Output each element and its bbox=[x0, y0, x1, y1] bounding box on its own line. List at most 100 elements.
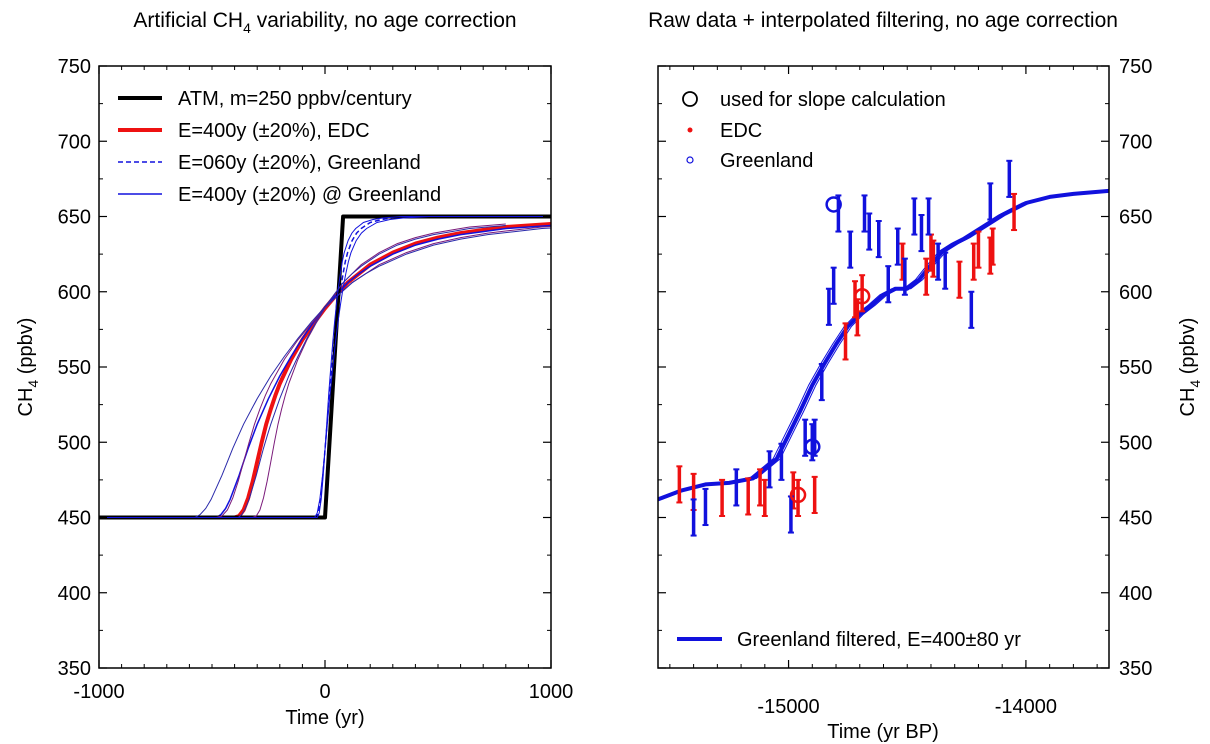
greenland-data-point bbox=[875, 220, 882, 259]
greenland-data-point bbox=[690, 498, 697, 537]
slope-point-marker bbox=[853, 288, 871, 305]
greenland-data-point bbox=[918, 213, 925, 253]
right-panel: Raw data + interpolated filtering, no ag… bbox=[648, 9, 1203, 743]
slope-point-marker bbox=[789, 486, 807, 504]
greenland-data-point bbox=[702, 487, 709, 527]
right-y-tick-label: 350 bbox=[1119, 658, 1152, 680]
greenland-data-point bbox=[1006, 159, 1013, 198]
series-line-0 bbox=[99, 214, 551, 520]
edc-data-point bbox=[930, 239, 937, 278]
right-y-tick-label: 700 bbox=[1119, 131, 1152, 153]
left-legend: ATM, m=250 ppbv/century E=400y (±20%), E… bbox=[118, 88, 441, 206]
series-line-3 bbox=[99, 224, 551, 519]
left-x-axis-label: Time (yr) bbox=[285, 707, 364, 729]
series-envelope-3 bbox=[144, 225, 506, 518]
right-y-tick-label: 650 bbox=[1119, 207, 1152, 229]
right-chart-title: Raw data + interpolated filtering, no ag… bbox=[648, 9, 1118, 32]
greenland-data-point bbox=[835, 194, 842, 233]
legend-label-greenland-right: Greenland bbox=[720, 150, 813, 172]
right-y-tick-label: 600 bbox=[1119, 282, 1152, 304]
edc-data-point bbox=[842, 322, 849, 361]
right-x-axis-label: Time (yr BP) bbox=[827, 721, 938, 743]
legend-label-atm: ATM, m=250 ppbv/century bbox=[178, 88, 412, 110]
legend-label-greenland-060: E=060y (±20%), Greenland bbox=[178, 152, 421, 174]
right-series-layer bbox=[658, 159, 1109, 537]
left-y-tick-label: 450 bbox=[58, 508, 91, 530]
edc-data-point bbox=[975, 230, 982, 269]
legend-marker-edc bbox=[687, 127, 693, 133]
edc-data-point bbox=[923, 257, 930, 296]
left-y-tick-label: 550 bbox=[58, 357, 91, 379]
greenland-data-point bbox=[830, 266, 837, 305]
left-y-tick-label: 350 bbox=[58, 658, 91, 680]
greenland-data-point bbox=[825, 287, 832, 326]
edc-data-point bbox=[745, 477, 752, 516]
left-x-tick-label: 0 bbox=[319, 681, 330, 703]
left-panel: Artificial CH4 variability, no age corre… bbox=[15, 9, 574, 729]
series-line-1 bbox=[99, 222, 551, 520]
edc-data-point bbox=[757, 468, 764, 507]
right-x-tick-label: -14000 bbox=[995, 696, 1057, 718]
right-y-tick-label: 550 bbox=[1119, 357, 1152, 379]
greenland-filtered-line bbox=[658, 188, 1109, 502]
left-y-tick-label: 600 bbox=[58, 282, 91, 304]
series-envelope-1 bbox=[99, 226, 551, 518]
right-legend: used for slope calculation EDC Greenland… bbox=[677, 89, 1021, 651]
series-envelope-1 bbox=[144, 223, 506, 518]
right-y-tick-label: 400 bbox=[1119, 583, 1152, 605]
left-y-tick-label: 750 bbox=[58, 56, 91, 78]
greenland-data-point bbox=[987, 182, 994, 221]
legend-label-slope: used for slope calculation bbox=[720, 89, 946, 111]
left-y-tick-label: 500 bbox=[58, 432, 91, 454]
left-x-tick-label: -1000 bbox=[73, 681, 124, 703]
legend-marker-slope bbox=[682, 91, 698, 107]
series-envelope-3 bbox=[99, 227, 551, 518]
legend-label-edc: E=400y (±20%), EDC bbox=[178, 120, 370, 142]
left-chart-title: Artificial CH4 variability, no age corre… bbox=[133, 9, 516, 36]
slope-point-marker bbox=[825, 196, 842, 213]
left-series-layer bbox=[99, 214, 551, 520]
edc-data-point bbox=[795, 478, 802, 517]
edc-data-point bbox=[761, 478, 768, 517]
edc-data-point bbox=[1011, 192, 1018, 232]
greenland-data-point bbox=[925, 197, 932, 236]
series-envelope-2 bbox=[132, 216, 518, 518]
greenland-data-point bbox=[894, 227, 901, 266]
edc-data-point bbox=[970, 242, 977, 281]
right-x-tick-label: -15000 bbox=[757, 696, 819, 718]
edc-data-point bbox=[956, 260, 963, 299]
legend-marker-greenland bbox=[686, 156, 694, 164]
greenland-data-point bbox=[942, 251, 949, 290]
right-y-tick-label: 750 bbox=[1119, 56, 1152, 78]
edc-data-point bbox=[859, 274, 866, 313]
legend-label-greenland-400: E=400y (±20%) @ Greenland bbox=[178, 184, 441, 206]
greenland-data-point bbox=[811, 418, 818, 457]
left-y-tick-label: 700 bbox=[58, 131, 91, 153]
left-x-tick-label: 1000 bbox=[529, 681, 574, 703]
edc-data-point bbox=[811, 475, 818, 514]
right-y-tick-label: 500 bbox=[1119, 432, 1152, 454]
greenland-data-point bbox=[733, 468, 740, 507]
greenland-data-point bbox=[935, 242, 942, 281]
left-y-tick-label: 650 bbox=[58, 207, 91, 229]
left-y-axis-label: CH4 (ppbv) bbox=[15, 318, 41, 417]
greenland-data-point bbox=[911, 197, 918, 236]
greenland-data-point bbox=[818, 362, 825, 402]
greenland-data-point bbox=[968, 290, 975, 329]
series-envelope-2 bbox=[99, 216, 551, 518]
filtered-envelope bbox=[661, 190, 1109, 500]
slope-point-marker bbox=[804, 438, 821, 456]
greenland-data-point bbox=[847, 230, 854, 269]
greenland-data-point bbox=[866, 212, 873, 251]
series-line-2 bbox=[99, 215, 551, 519]
right-y-axis-label: CH4 (ppbv) bbox=[1177, 318, 1203, 417]
greenland-data-point bbox=[901, 257, 908, 296]
left-axis-ticks: 350 400 450 500 550 600 650 700 750 -1000 0 1000 bbox=[58, 56, 574, 703]
edc-data-point bbox=[719, 478, 726, 517]
edc-data-point bbox=[989, 227, 996, 266]
greenland-data-point bbox=[861, 194, 868, 233]
greenland-data-point bbox=[766, 450, 773, 489]
edc-data-point bbox=[676, 465, 683, 504]
right-axis-ticks: 350 400 450 500 550 600 650 700 750 -15000 -14000 bbox=[658, 56, 1152, 718]
